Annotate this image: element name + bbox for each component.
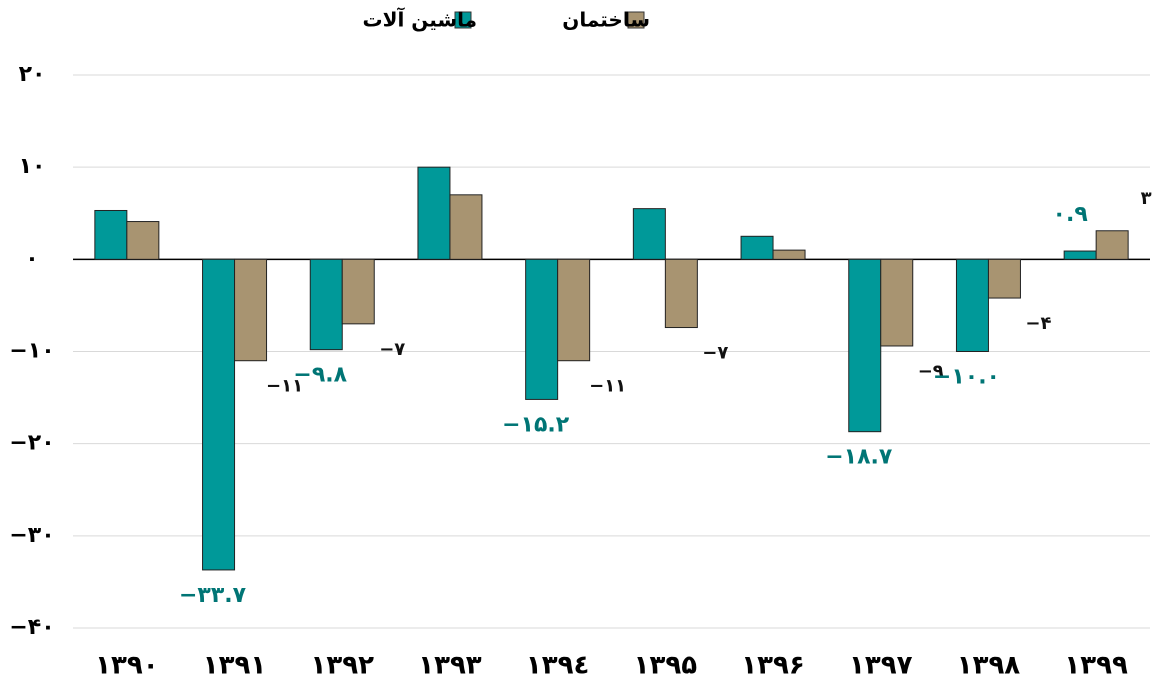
bar: [848, 258, 882, 433]
bar: [955, 258, 989, 353]
bar: [664, 258, 698, 329]
value-label: −۱۰.۰: [933, 365, 1000, 390]
value-label: −۱۸.۷: [825, 445, 893, 470]
y-tick-label: −۱۰: [9, 339, 54, 364]
bar: [1095, 230, 1129, 260]
value-label: −۹: [918, 361, 944, 382]
value-label: ۰.۹: [1053, 202, 1088, 227]
y-tick-label: ۰: [25, 246, 38, 271]
bar: [740, 235, 774, 260]
y-tick-label: ۱۰: [19, 154, 46, 179]
bar: [417, 166, 451, 260]
value-label: −۷: [702, 343, 728, 364]
bar: [1063, 250, 1097, 260]
bar: [557, 258, 591, 362]
bar: [772, 249, 806, 260]
value-label: ۳: [1141, 188, 1152, 209]
bar: [126, 221, 160, 260]
value-label: −۱۵.۲: [502, 412, 570, 437]
bar: [234, 258, 268, 362]
x-tick-label: ۱۳۹۳: [418, 651, 482, 681]
bar: [525, 258, 559, 400]
x-tick-label: ۱۳۹۲: [311, 651, 375, 681]
bar: [987, 258, 1021, 299]
y-tick-label: −۳۰: [9, 523, 54, 548]
y-tick-label: ۲۰: [19, 62, 46, 87]
x-tick-label: ۱۳۹۸: [957, 651, 1021, 681]
x-tick-label: ۱۳۹۰: [95, 651, 158, 681]
x-tick-label: ۱۳۹٤: [526, 651, 589, 681]
x-tick-label: ۱۳۹۵: [634, 651, 698, 681]
legend-swatch: [627, 11, 645, 29]
legend-swatch: [454, 11, 472, 29]
value-label: −۴: [1025, 313, 1051, 334]
value-label: −۳۳.۷: [179, 583, 247, 608]
value-label: −۹.۸: [293, 363, 347, 388]
bar: [202, 258, 236, 571]
bar: [341, 258, 375, 325]
y-tick-label: −۴۰: [9, 615, 54, 640]
x-tick-label: ۱۳۹۹: [1064, 651, 1128, 681]
x-tick-label: ۱۳۹۷: [849, 651, 913, 681]
legend-label: ماشین آلات: [362, 7, 477, 32]
value-label: −۷: [379, 339, 405, 360]
x-tick-label: ۱۳۹۶: [741, 651, 804, 681]
value-label: −۱۱: [266, 376, 303, 397]
bar: [632, 208, 666, 260]
value-label: −۱۱: [589, 376, 626, 397]
bar: [449, 194, 483, 260]
bar: [94, 209, 128, 260]
legend-label: ساختمان: [562, 8, 650, 32]
bar: [309, 258, 343, 351]
y-tick-label: −۲۰: [9, 431, 54, 456]
x-tick-label: ۱۳۹۱: [203, 651, 266, 681]
bar: [880, 258, 914, 347]
